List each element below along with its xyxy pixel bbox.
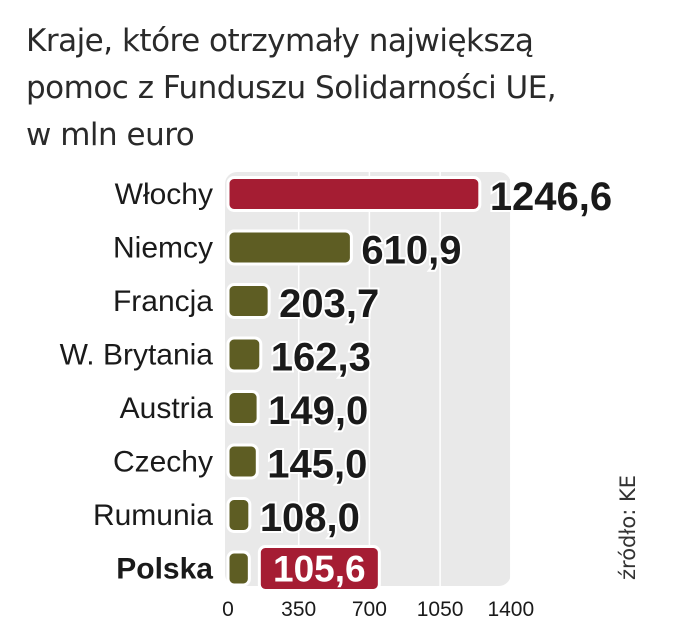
chart-title: Kraje, które otrzymały największą pomoc … [26,18,666,159]
bar-w-brytania [226,336,263,373]
value-label-francja: 203,7 [279,282,379,326]
category-label-w-brytania: W. Brytania [60,339,214,372]
value-label-czechy: 145,0 [267,443,367,487]
category-label-rumunia: Rumunia [93,499,213,532]
x-tick-label-0: 0 [222,598,234,621]
chart-title-line-1: Kraje, które otrzymały największą [26,23,534,59]
bar-niemcy [226,229,353,266]
value-label-polska: 105,6 [273,549,366,590]
category-label-czechy: Czechy [113,446,213,479]
value-label-włochy: 1246,6 [490,175,612,219]
bar-włochy [226,176,482,212]
value-label-niemcy: 610,9 [361,229,461,273]
chart-title-line-3: w mln euro [26,117,195,153]
category-label-włochy: Włochy [115,178,213,211]
chart-title-line-2: pomoc z Funduszu Solidarności UE, [26,70,557,106]
bar-francja [226,283,271,319]
bar-polska [226,550,251,587]
value-label-austria: 149,0 [268,389,368,433]
category-label-niemcy: Niemcy [113,232,213,265]
category-label-austria: Austria [120,392,214,425]
source-note: źródło: KE [616,440,642,580]
x-tick-label-700: 700 [352,598,387,621]
bar-austria [226,390,260,426]
category-label-francja: Francja [113,285,213,318]
x-tick-label-350: 350 [281,598,316,621]
value-label-box-polska [257,545,381,592]
plot-background [225,172,511,586]
bar-rumunia [226,497,252,533]
value-label-w-brytania: 162,3 [271,336,371,380]
category-label-polska: Polska [116,553,213,586]
source-text: źródło: KE [616,475,640,580]
x-tick-label-1050: 1050 [417,598,464,621]
value-label-rumunia: 108,0 [260,496,360,540]
bar-czechy [226,443,259,480]
x-tick-label-1400: 1400 [487,598,534,621]
